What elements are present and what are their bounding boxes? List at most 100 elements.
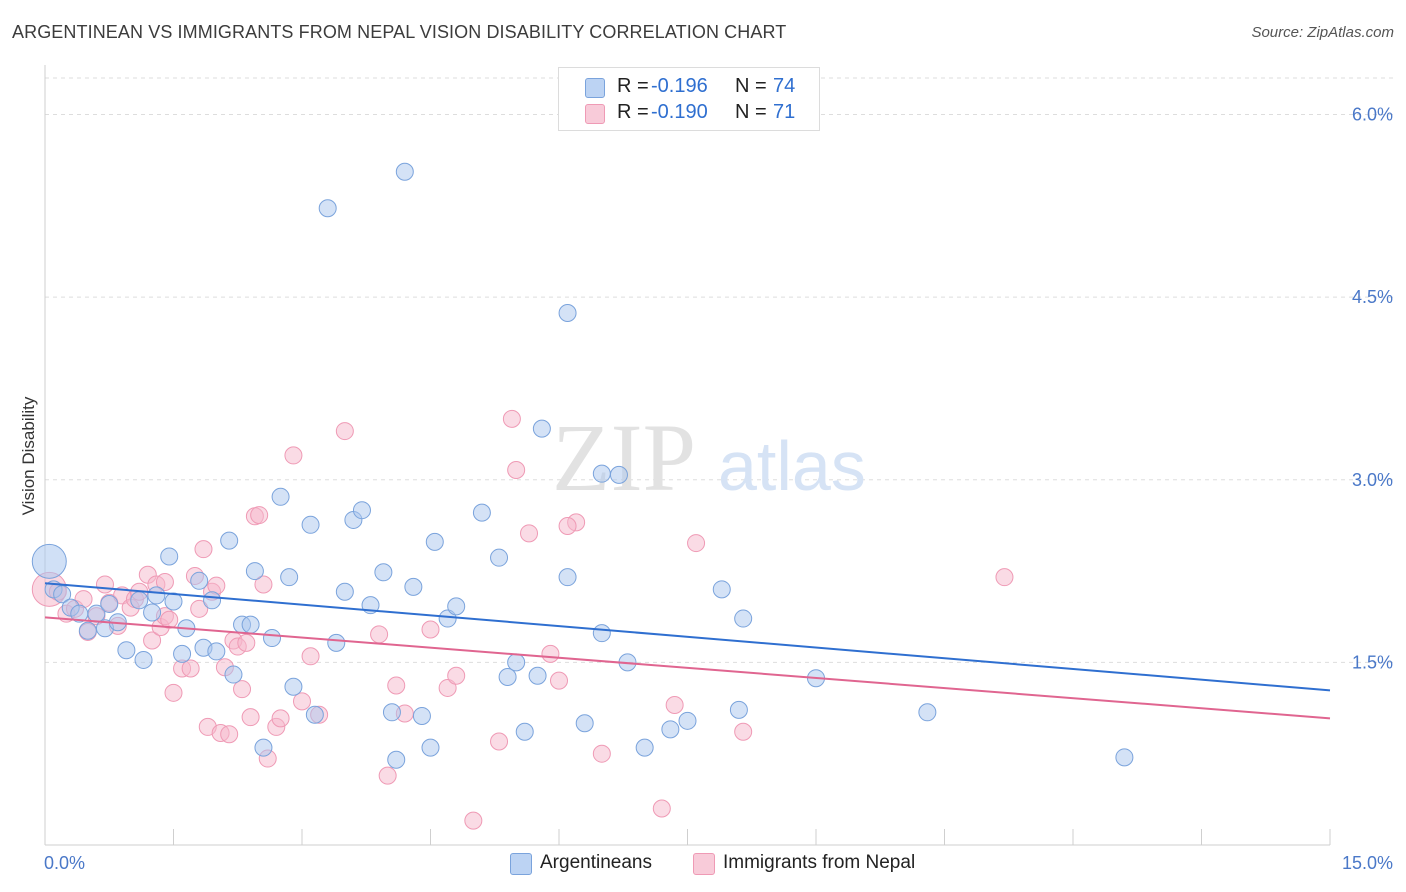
argentinean-point: [143, 603, 162, 622]
argentinean-point: [678, 711, 697, 730]
legend-r-value: -0.190: [651, 101, 708, 123]
argentinean-point: [395, 162, 414, 181]
argentinean-point: [284, 677, 303, 696]
argentinean-point: [592, 624, 611, 643]
chart-title: ARGENTINEAN VS IMMIGRANTS FROM NEPAL VIS…: [12, 22, 787, 42]
nepal-trend-line: [44, 616, 1331, 720]
legend-swatch-blue: [585, 78, 605, 98]
nepal-point: [95, 575, 114, 594]
nepal-point: [160, 610, 179, 629]
argentinean-point: [134, 650, 153, 669]
argentinean-point: [412, 706, 431, 725]
argentinean-point: [335, 582, 354, 601]
nepal-point: [194, 540, 213, 559]
argentinean-point: [207, 642, 226, 661]
nepal-point: [502, 409, 521, 428]
argentinean-point: [515, 722, 534, 741]
legend-n-value: 71: [773, 101, 796, 123]
bottom-legend-label: Argentineans: [540, 852, 652, 873]
argentinean-point: [404, 577, 423, 596]
watermark: ZIP atlas: [552, 404, 866, 511]
nepal-point: [520, 524, 539, 543]
legend-n-label: N =: [735, 75, 767, 97]
argentinean-point: [271, 487, 290, 506]
tick-labels: 1.5% 3.0% 4.5% 6.0% 0.0% 15.0%: [44, 105, 1393, 873]
argentinean-point: [382, 703, 401, 722]
argentinean-point: [280, 568, 299, 587]
argentinean-point: [305, 705, 324, 724]
argentinean-point: [507, 653, 526, 672]
argentinean-point: [245, 562, 264, 581]
argentinean-point: [241, 615, 260, 634]
argentinean-point: [203, 591, 222, 610]
source-label: Source: ZipAtlas.com: [1251, 24, 1394, 41]
trend-lines: [44, 582, 1331, 720]
nepal-point: [652, 799, 671, 818]
nepal-point: [734, 722, 753, 741]
nepal-point: [241, 708, 260, 727]
argentinean-point: [592, 464, 611, 483]
correlation-legend: R = -0.196 N = 74 R = -0.190 N = 71: [558, 67, 820, 131]
nepal-point: [271, 709, 290, 728]
argentinean-point: [31, 543, 67, 579]
nepal-point: [250, 506, 269, 525]
x-tick-label: 0.0%: [44, 853, 85, 873]
argentinean-point: [100, 594, 119, 613]
legend-r-label: R =: [617, 75, 649, 97]
argentinean-point: [301, 515, 320, 534]
nepal-point: [233, 680, 252, 699]
y-tick-label: 3.0%: [1352, 470, 1393, 490]
nepal-point: [237, 633, 256, 652]
argentinean-point: [254, 738, 273, 757]
argentinean-point: [327, 633, 346, 652]
nepal-point: [507, 461, 526, 480]
nepal-point: [301, 647, 320, 666]
y-tick-label: 6.0%: [1352, 105, 1393, 125]
legend-r-label: R =: [617, 101, 649, 123]
axes: [44, 65, 1331, 846]
argentinean-point: [160, 547, 179, 566]
argentinean-point: [425, 532, 444, 551]
argentinean-point: [558, 303, 577, 322]
legend-n-value: 74: [773, 75, 796, 97]
argentinean-point: [712, 580, 731, 599]
argentinean-point: [438, 609, 457, 628]
watermark-zip: ZIP: [552, 404, 696, 511]
argentinean-point: [447, 597, 466, 616]
argentinean-point: [918, 703, 937, 722]
y-tick-label: 4.5%: [1352, 287, 1393, 307]
argentinean-point: [635, 738, 654, 757]
x-tick-label: 15.0%: [1342, 853, 1393, 873]
argentinean-point: [472, 503, 491, 522]
argentinean-trend-line: [44, 582, 1331, 692]
nepal-point: [421, 620, 440, 639]
legend-r-value: -0.196: [651, 75, 708, 97]
legend-n-label: N =: [735, 101, 767, 123]
argentinean-point: [558, 568, 577, 587]
y-axis-label: Vision Disability: [19, 396, 38, 515]
argentinean-point: [263, 629, 282, 648]
nepal-point: [665, 695, 684, 714]
nepal-point: [447, 666, 466, 685]
argentinean-point: [609, 465, 628, 484]
nepal-point: [558, 517, 577, 536]
argentinean-point: [729, 700, 748, 719]
argentinean-point: [117, 641, 136, 660]
y-tick-label: 1.5%: [1352, 652, 1393, 672]
watermark-atlas: atlas: [718, 427, 866, 505]
nepal-point: [335, 422, 354, 441]
argentinean-point: [1115, 748, 1134, 767]
nepal-point: [164, 683, 183, 702]
nepal-point: [155, 573, 174, 592]
argentinean-point: [173, 644, 192, 663]
nepal-point: [464, 811, 483, 830]
nepal-point: [370, 625, 389, 644]
nepal-point: [541, 644, 560, 663]
nepal-point: [284, 446, 303, 465]
argentinean-point: [220, 531, 239, 550]
argentinean-point: [318, 199, 337, 218]
nepal-point: [687, 534, 706, 553]
nepal-point: [254, 575, 273, 594]
argentinean-point: [575, 714, 594, 733]
